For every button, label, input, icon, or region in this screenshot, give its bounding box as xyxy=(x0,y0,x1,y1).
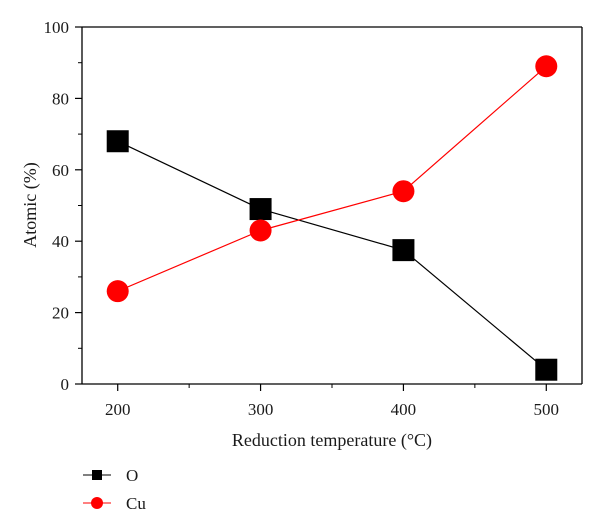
y-tick-label: 40 xyxy=(52,232,69,251)
legend-label-o: O xyxy=(126,466,138,485)
x-tick-label: 500 xyxy=(534,400,560,419)
legend-item-o: O xyxy=(83,466,138,485)
legend: O Cu xyxy=(83,466,146,513)
y-tick-label: 60 xyxy=(52,161,69,180)
legend-marker-cu xyxy=(91,497,103,509)
y-tick-label: 80 xyxy=(52,89,69,108)
y-tick-label: 0 xyxy=(61,375,70,394)
x-tick-label: 200 xyxy=(105,400,131,419)
x-axis-ticks: 200 300 400 500 xyxy=(105,384,559,419)
series-layer xyxy=(106,55,558,381)
x-axis-title: Reduction temperature (°C) xyxy=(232,430,432,451)
legend-marker-o xyxy=(92,470,102,480)
series-line-o xyxy=(117,140,547,371)
y-tick-label: 100 xyxy=(44,18,70,37)
data-point-cu xyxy=(249,219,272,242)
legend-label-cu: Cu xyxy=(126,494,146,513)
series-line-cu xyxy=(117,65,547,292)
data-point-cu xyxy=(106,280,129,303)
data-point-o xyxy=(106,130,129,153)
plot-area xyxy=(81,26,583,385)
data-point-cu xyxy=(392,180,415,203)
x-tick-label: 300 xyxy=(248,400,274,419)
legend-item-cu: Cu xyxy=(83,494,146,513)
y-tick-label: 20 xyxy=(52,304,69,323)
data-point-o xyxy=(392,239,415,262)
x-tick-label: 400 xyxy=(391,400,417,419)
y-axis-title: Atomic (%) xyxy=(20,162,41,247)
data-point-o xyxy=(249,198,272,221)
data-point-cu xyxy=(535,55,558,78)
y-axis-ticks: 0 20 40 60 80 100 xyxy=(44,18,82,394)
data-point-o xyxy=(535,358,558,381)
